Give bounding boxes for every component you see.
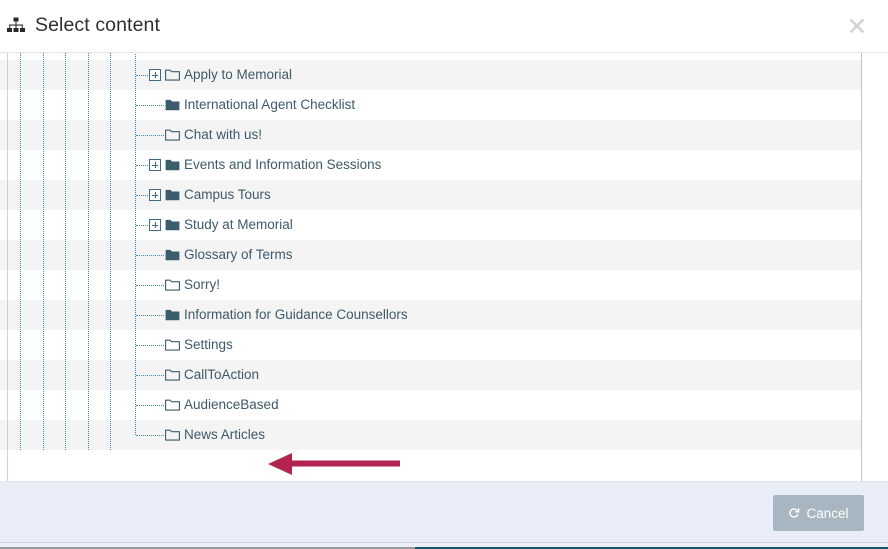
tree-connector-line [136, 285, 164, 286]
folder-outline-icon [165, 338, 180, 351]
folder-filled-icon [165, 98, 180, 111]
tree-row-label: Settings [184, 337, 233, 352]
folder-filled-icon [165, 248, 180, 261]
folder-outline-icon [165, 428, 180, 441]
tree-row[interactable]: Events and Information Sessions [0, 150, 862, 180]
tree-connector-line [136, 165, 148, 166]
cancel-button[interactable]: Cancel [773, 495, 864, 531]
tree-connector-line [136, 435, 164, 436]
tree-row[interactable]: Chat with us! [0, 120, 862, 150]
tree-row-label: AudienceBased [184, 397, 279, 412]
folder-filled-icon [165, 308, 180, 321]
tree-row[interactable]: Study at Memorial [0, 210, 862, 240]
tree-row-label: Glossary of Terms [184, 247, 293, 262]
bottom-strip-accent [415, 547, 888, 549]
folder-outline-icon [165, 128, 180, 141]
folder-filled-icon [165, 218, 180, 231]
tree-row-label: Apply to Memorial [184, 67, 293, 82]
tree-connector-line [136, 375, 164, 376]
tree-row-label: Campus Tours [184, 187, 271, 202]
tree-connector-line [136, 405, 164, 406]
tree-row[interactable]: Information for Guidance Counsellors [0, 300, 862, 330]
tree-row[interactable]: International Agent Checklist [0, 90, 862, 120]
tree-row[interactable]: Thank you [0, 53, 862, 60]
tree-connector-line [136, 195, 148, 196]
tree-connector-line [136, 105, 164, 106]
tree-connector-line [136, 255, 164, 256]
content-tree-scroll-area[interactable]: Thank you Apply to Memorial International … [0, 53, 888, 481]
tree-row[interactable]: Sorry! [0, 270, 862, 300]
tree-connector-line [136, 75, 148, 76]
tree-connector-line [136, 345, 164, 346]
undo-arrow-icon [788, 507, 800, 519]
tree-row-label: Study at Memorial [184, 217, 293, 232]
tree-row-label: Chat with us! [184, 127, 263, 142]
folder-outline-icon [165, 398, 180, 411]
dialog-footer: Cancel [0, 481, 888, 542]
bottom-strip [0, 542, 888, 549]
tree-row-label: Thank you [184, 53, 247, 60]
expand-node-icon[interactable] [149, 159, 161, 171]
folder-outline-icon [165, 278, 180, 291]
folder-outline-icon [165, 368, 180, 381]
tree-row[interactable]: CallToAction [0, 360, 862, 390]
close-icon[interactable]: ✕ [846, 11, 868, 41]
bottom-strip-left [0, 547, 415, 549]
tree-row-label: International Agent Checklist [184, 97, 356, 112]
expand-node-icon[interactable] [149, 219, 161, 231]
tree-row-label: Sorry! [184, 277, 221, 292]
folder-outline-icon [165, 68, 180, 81]
tree-row[interactable]: News Articles [0, 420, 862, 450]
expand-node-icon[interactable] [149, 189, 161, 201]
dialog-header: Select content ✕ [0, 0, 888, 53]
tree-row[interactable]: Glossary of Terms [0, 240, 862, 270]
sitemap-icon [6, 16, 26, 36]
dialog-title-group: Select content [6, 16, 844, 36]
tree-row-label: Information for Guidance Counsellors [184, 307, 408, 322]
tree-row-label: News Articles [184, 427, 266, 442]
tree-row-label: Events and Information Sessions [184, 157, 382, 172]
content-tree: Thank you Apply to Memorial International … [0, 53, 862, 450]
expand-node-icon[interactable] [149, 69, 161, 81]
tree-row[interactable]: AudienceBased [0, 390, 862, 420]
folder-filled-icon [165, 158, 180, 171]
cancel-button-label: Cancel [806, 505, 849, 521]
tree-row-label: CallToAction [184, 367, 260, 382]
tree-row[interactable]: Apply to Memorial [0, 60, 862, 90]
tree-connector-line [136, 315, 164, 316]
tree-connector-line [136, 225, 148, 226]
tree-connector-line [136, 135, 164, 136]
page-title: Select content [35, 14, 160, 37]
tree-row[interactable]: Campus Tours [0, 180, 862, 210]
folder-filled-icon [165, 188, 180, 201]
tree-row[interactable]: Settings [0, 330, 862, 360]
